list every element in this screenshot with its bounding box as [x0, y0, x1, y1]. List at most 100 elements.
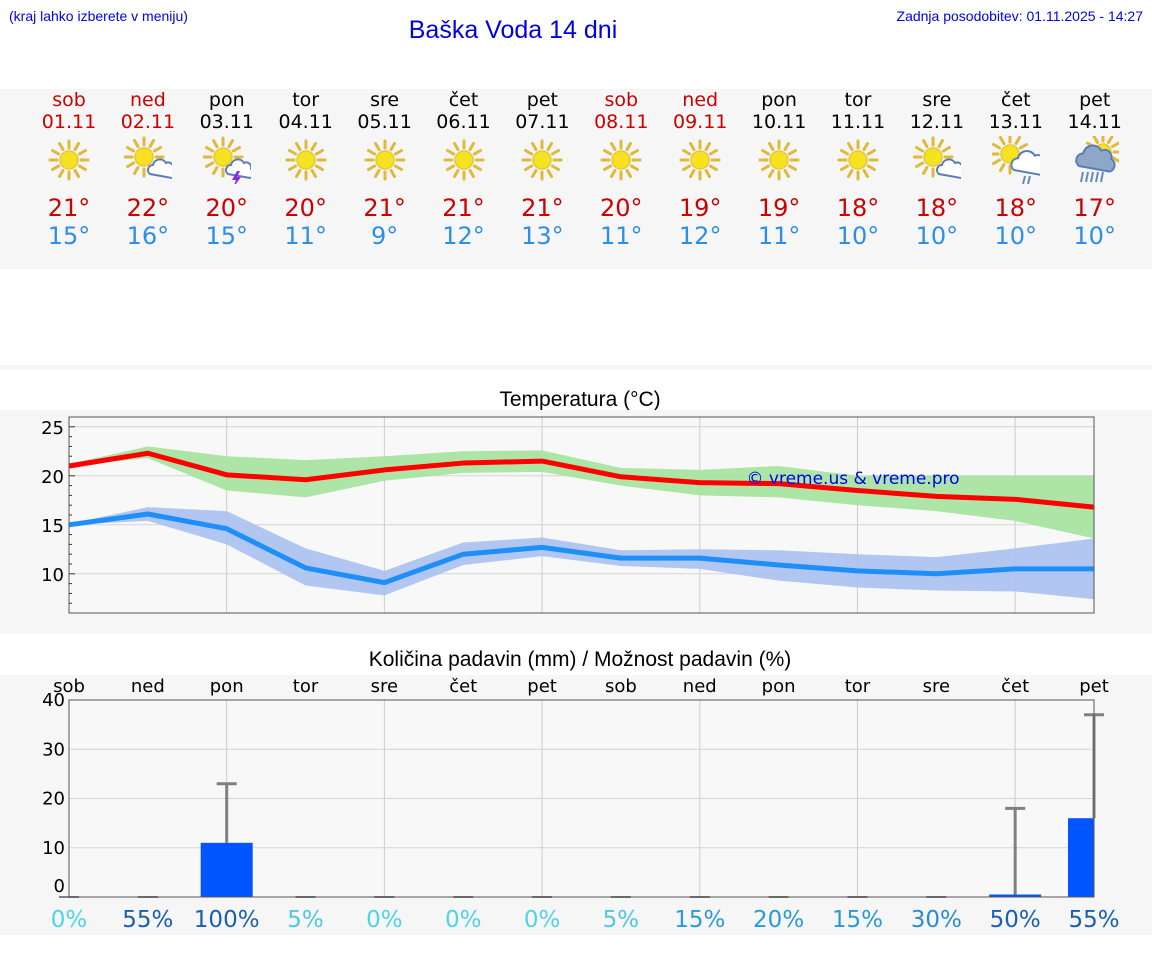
precip-probability: 20% — [753, 907, 804, 933]
x-day-label: sob — [605, 676, 637, 697]
precip-probability: 0% — [445, 907, 482, 933]
sun-icon — [758, 139, 800, 181]
day-date: 07.11 — [515, 111, 570, 133]
day-name: čet — [1001, 89, 1031, 111]
day-name: tor — [844, 89, 872, 111]
sun-icon — [285, 139, 327, 181]
forecast-day: sob 01.11 21° 15° — [29, 89, 109, 250]
temp-min: 10° — [915, 222, 959, 250]
day-name: sre — [922, 89, 952, 111]
day-name: ned — [129, 89, 166, 111]
forecast-day: čet 06.11 21° 12° — [424, 89, 504, 250]
temp-max: 17° — [1073, 194, 1116, 222]
precip-probability: 0% — [366, 907, 403, 933]
temperature-chart-title: Temperatura (°C) — [499, 388, 661, 411]
sun-rain-cloud-icon — [991, 136, 1040, 184]
temp-min: 12° — [442, 222, 485, 250]
forecast-day: pet 14.11 17° 10° — [1055, 89, 1135, 250]
temp-min: 9° — [370, 222, 399, 250]
precip-probability: 55% — [1068, 907, 1119, 933]
precip-probability: 15% — [832, 907, 883, 933]
day-date: 08.11 — [594, 111, 649, 133]
sun-cloud-icon — [123, 136, 172, 180]
precip-probability: 50% — [990, 907, 1041, 933]
sun-icon — [600, 139, 642, 181]
day-name: sob — [52, 89, 86, 111]
forecast-day: pet 07.11 21° 13° — [502, 89, 582, 250]
forecast-day: ned 09.11 19° 12° — [660, 89, 740, 250]
temp-max: 21° — [521, 194, 564, 222]
day-date: 10.11 — [751, 111, 807, 133]
y-tick-label: 30 — [42, 739, 65, 760]
max-temp-band — [69, 446, 1094, 539]
day-name: tor — [292, 89, 320, 111]
day-name: ned — [682, 89, 719, 111]
forecast-day: sre 05.11 21° 9° — [345, 89, 425, 250]
forecast-day: pon 10.11 19° 11° — [739, 89, 819, 250]
forecast-day: čet 13.11 18° 10° — [976, 89, 1056, 250]
temp-max: 19° — [757, 194, 801, 222]
day-date: 04.11 — [278, 111, 333, 133]
temp-min: 12° — [678, 222, 722, 250]
precip-probability: 30% — [911, 907, 962, 933]
y-tick-label: 40 — [42, 690, 65, 711]
temp-max: 19° — [678, 194, 722, 222]
y-tick-label: 20 — [41, 467, 64, 488]
day-name: pon — [208, 89, 245, 111]
temp-max: 22° — [126, 194, 170, 222]
day-name: čet — [448, 89, 479, 111]
y-tick-label: 20 — [42, 789, 65, 810]
x-day-label: pon — [762, 676, 796, 697]
x-day-label: čet — [1001, 676, 1029, 697]
sun-icon — [443, 139, 484, 181]
temp-min: 11° — [600, 222, 643, 250]
day-date: 05.11 — [357, 111, 412, 133]
sun-icon — [837, 139, 879, 181]
temp-max: 21° — [47, 194, 91, 222]
precip-probability: 5% — [603, 907, 640, 933]
forecast-day: pon 03.11 20° 15° — [187, 89, 267, 250]
region-hint: (kraj lahko izberete v meniju) — [9, 8, 188, 24]
forecast-day: ned 02.11 22° 16° — [108, 89, 188, 250]
sun-icon — [679, 139, 721, 181]
sun-cloud-icon — [912, 136, 961, 180]
last-update: Zadnja posodobitev: 01.11.2025 - 14:27 — [896, 8, 1143, 24]
temp-min: 15° — [47, 222, 91, 250]
watermark: © vreme.us & vreme.pro — [746, 469, 959, 489]
plot-frame — [68, 416, 1095, 614]
day-date: 06.11 — [436, 111, 491, 133]
spacer-band — [0, 365, 1152, 370]
rain-cloud-icon — [1074, 136, 1119, 183]
precip-probability: 55% — [122, 907, 173, 933]
day-date: 12.11 — [909, 111, 965, 133]
x-day-label: tor — [845, 676, 871, 697]
day-date: 03.11 — [199, 111, 254, 133]
temp-min: 10° — [994, 222, 1038, 250]
precip-chart-title: Količina padavin (mm) / Možnost padavin … — [368, 648, 792, 671]
x-day-label: sre — [923, 676, 950, 697]
max-temp-line — [68, 450, 1095, 510]
y-tick-label: 10 — [42, 838, 65, 859]
precip-bar — [200, 842, 253, 897]
temp-min: 10° — [836, 222, 880, 250]
x-day-label: čet — [449, 676, 477, 697]
temp-max: 21° — [442, 194, 485, 222]
y-tick-label: 25 — [41, 418, 64, 439]
forecast-day: tor 11.11 18° 10° — [818, 89, 898, 250]
precip-probability: 0% — [51, 907, 88, 933]
day-date: 09.11 — [672, 111, 728, 133]
precip-probability: 5% — [287, 907, 324, 933]
plot-frame — [68, 699, 1095, 898]
day-date: 11.11 — [830, 111, 886, 133]
temp-max: 18° — [915, 194, 959, 222]
temp-max: 20° — [205, 194, 249, 222]
x-day-label: tor — [293, 676, 319, 697]
sun-thunder-icon — [202, 136, 251, 184]
x-day-label: pet — [527, 676, 557, 697]
temp-min: 15° — [205, 222, 249, 250]
temp-min: 11° — [284, 222, 327, 250]
temp-max: 21° — [363, 194, 406, 222]
y-tick-label: 0 — [54, 876, 65, 897]
forecast-day: sre 12.11 18° 10° — [897, 89, 977, 250]
